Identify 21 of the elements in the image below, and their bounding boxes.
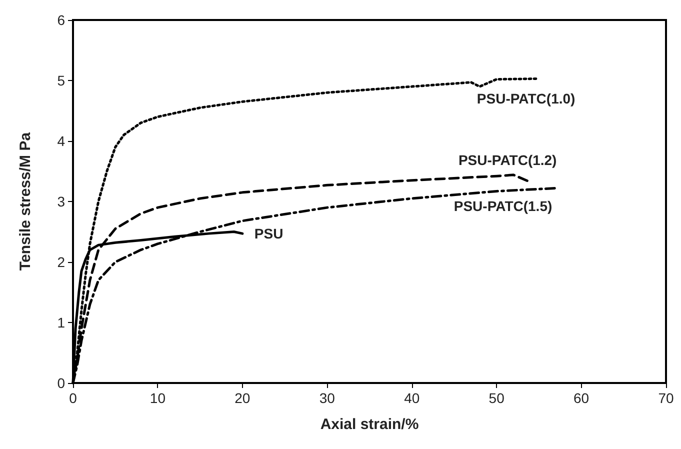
y-tick-label: 4 (57, 133, 66, 149)
y-tick-label: 6 (57, 12, 66, 28)
x-tick-label: 10 (150, 390, 166, 406)
y-tick-label: 2 (57, 254, 66, 270)
y-axis-title: Tensile stress/M Pa (17, 132, 34, 271)
x-tick-label: 50 (488, 390, 505, 406)
y-tick-label: 3 (57, 194, 66, 210)
series-label: PSU (254, 226, 284, 242)
x-tick-label: 0 (69, 390, 78, 406)
x-axis-title: Axial strain/% (320, 416, 419, 433)
y-tick-label: 5 (57, 72, 66, 88)
x-tick-label: 20 (234, 390, 250, 406)
series-label: PSU-PATC(1.2) (458, 152, 557, 168)
y-tick-label: 0 (57, 375, 66, 391)
x-tick-label: 40 (404, 390, 420, 406)
x-tick-label: 30 (319, 390, 336, 406)
y-tick-label: 1 (57, 314, 66, 330)
x-tick-label: 60 (573, 390, 590, 406)
series-label: PSU-PATC(1.5) (454, 198, 552, 214)
series-label: PSU-PATC(1.0) (476, 90, 576, 107)
x-tick-label: 70 (658, 390, 674, 406)
